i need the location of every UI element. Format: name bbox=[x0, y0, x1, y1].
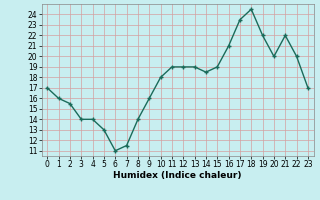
X-axis label: Humidex (Indice chaleur): Humidex (Indice chaleur) bbox=[113, 171, 242, 180]
